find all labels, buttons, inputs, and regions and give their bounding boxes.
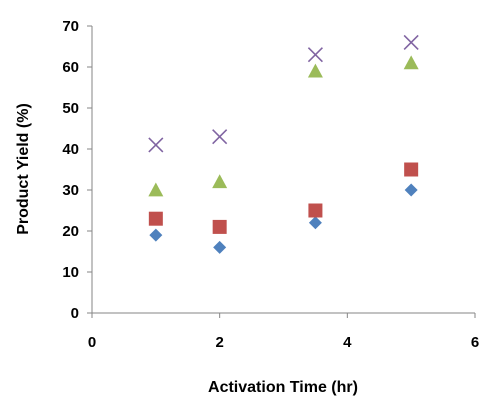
x-axis-title: Activation Time (hr) [208,379,358,396]
y-tick-label: 50 [62,100,79,117]
data-point-square [148,211,163,226]
x-tick-label: 2 [215,334,223,351]
data-point-cross [307,47,323,63]
data-point-cross [212,129,228,145]
data-point-triangle [212,174,228,189]
y-tick-label: 30 [62,182,79,199]
data-point-diamond [308,216,322,230]
data-point-diamond [404,183,418,197]
data-point-square [308,203,323,218]
y-axis-title: Product Yield (%) [15,103,32,235]
x-tick-label: 4 [343,334,352,351]
y-tick-label: 70 [62,18,79,35]
data-points [148,34,419,254]
data-point-triangle [148,182,164,197]
axes [91,26,475,314]
data-point-triangle [307,63,323,78]
data-point-diamond [149,228,163,242]
y-tick-label: 0 [71,305,79,322]
data-point-cross [403,34,419,50]
series-4-cross [148,34,419,153]
tick-labels: 0 10 20 30 40 50 60 70 0 2 4 6 [62,18,479,351]
x-tick-label: 6 [471,334,479,351]
data-point-triangle [403,55,419,70]
y-tick-label: 20 [62,223,79,240]
data-point-cross [148,137,164,153]
y-tick-label: 60 [62,59,79,76]
y-tick-label: 10 [62,264,79,281]
data-point-square [404,162,419,177]
series-3-triangle [148,55,419,197]
series-2-square [148,162,419,234]
series-1-diamond [149,183,418,254]
ticks [87,25,476,318]
data-point-diamond [213,240,227,254]
data-point-square [212,219,227,234]
y-tick-label: 40 [62,141,79,158]
x-tick-label: 0 [88,334,96,351]
